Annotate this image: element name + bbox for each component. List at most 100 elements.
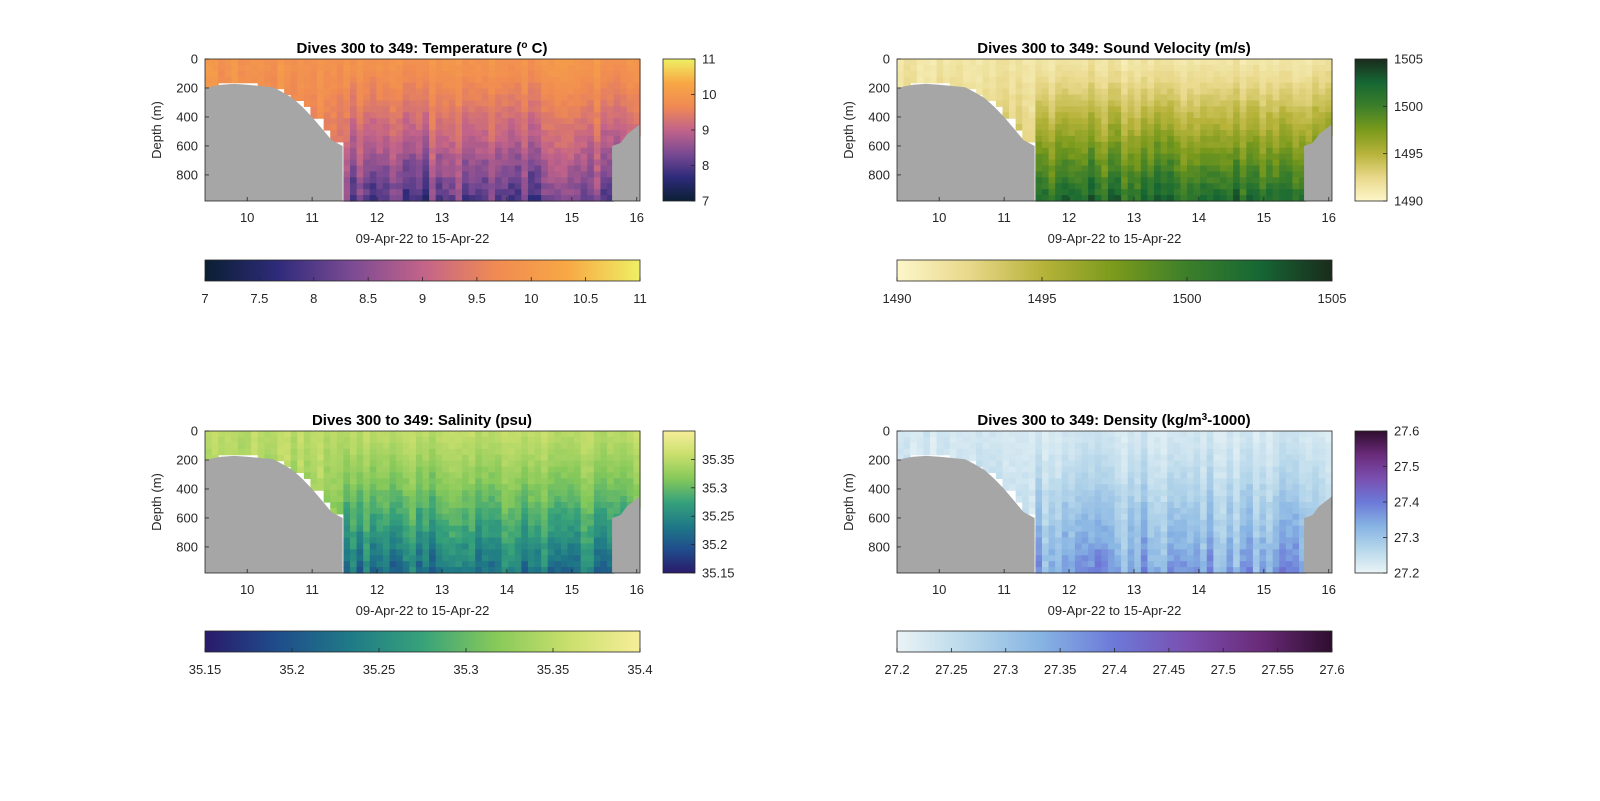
field-cell: [560, 165, 569, 173]
field-cell: [336, 135, 345, 143]
field-cell: [462, 112, 470, 119]
field-cell: [521, 147, 529, 155]
field-cell: [1055, 195, 1063, 202]
field-cell: [317, 478, 325, 485]
field-cell: [475, 555, 483, 562]
field-cell: [1068, 484, 1076, 491]
field-cell: [435, 478, 443, 485]
field-cell: [481, 171, 490, 178]
field-cell: [396, 94, 404, 102]
field-cell: [1094, 153, 1102, 161]
field-cell: [402, 94, 410, 102]
field-cell: [1035, 561, 1043, 568]
field-cell: [1154, 141, 1162, 149]
colorbar-tick-label: 27.35: [1044, 662, 1077, 677]
field-cell: [396, 561, 404, 568]
field-cell: [1002, 59, 1010, 66]
field-cell: [415, 165, 424, 173]
field-cell: [1094, 130, 1102, 137]
field-cell: [1061, 159, 1069, 167]
field-cell: [1206, 537, 1214, 545]
field-cell: [1239, 478, 1247, 485]
field-cell: [1101, 490, 1109, 497]
field-cell: [462, 171, 470, 178]
field-cell: [527, 472, 536, 479]
field-cell: [1022, 431, 1030, 438]
field-cell: [620, 130, 628, 137]
field-cell: [1173, 147, 1182, 155]
field-cell: [402, 177, 410, 184]
field-cell: [1213, 454, 1221, 462]
field-cell: [218, 70, 226, 78]
field-cell: [303, 59, 312, 66]
field-cell: [1180, 549, 1188, 556]
field-cell: [442, 442, 450, 450]
field-cell: [1061, 513, 1069, 521]
field-cell: [554, 159, 562, 167]
field-cell: [1233, 454, 1241, 462]
field-cell: [1167, 490, 1175, 497]
field-cell: [323, 472, 331, 479]
field-cell: [1180, 82, 1188, 90]
field-cell: [1233, 484, 1241, 491]
field-cell: [587, 153, 595, 161]
field-cell: [521, 171, 529, 178]
field-cell: [1074, 442, 1083, 450]
field-cell: [462, 177, 470, 184]
field-cell: [1121, 531, 1129, 539]
field-cell: [541, 165, 549, 173]
field-cell: [593, 183, 602, 190]
field-cell: [211, 442, 219, 450]
field-cell: [1074, 537, 1083, 545]
field-cell: [1318, 70, 1327, 78]
field-cell: [508, 64, 516, 72]
field-cell: [363, 490, 371, 497]
field-cell: [343, 165, 351, 173]
field-cell: [468, 70, 476, 78]
field-cell: [1325, 448, 1333, 456]
field-cell: [1121, 165, 1129, 173]
field-cell: [508, 106, 516, 113]
field-cell: [462, 496, 470, 503]
field-cell: [982, 70, 990, 78]
colorbar-tick-label: 27.3: [993, 662, 1018, 677]
field-cell: [237, 76, 246, 84]
field-cell: [429, 442, 437, 450]
field-cell: [613, 502, 621, 509]
field-cell: [1233, 448, 1241, 456]
field-cell: [468, 112, 476, 119]
field-cell: [1134, 531, 1142, 539]
field-cell: [389, 519, 397, 527]
field-cell: [323, 59, 331, 66]
field-cell: [356, 531, 364, 539]
field-cell: [1101, 466, 1109, 474]
field-cell: [1101, 130, 1109, 137]
field-cell: [317, 64, 325, 72]
field-cell: [607, 513, 615, 521]
field-cell: [1035, 454, 1043, 462]
field-cell: [1121, 537, 1129, 545]
field-cell: [534, 543, 542, 550]
field-cell: [1088, 567, 1096, 574]
field-cell: [1074, 147, 1083, 155]
field-cell: [1272, 171, 1280, 178]
field-cell: [969, 76, 977, 84]
field-cell: [1239, 159, 1247, 167]
field-cell: [521, 537, 529, 545]
field-cell: [1299, 460, 1307, 468]
seabed-right: [1304, 496, 1332, 573]
field-cell: [455, 64, 463, 72]
field-cell: [376, 177, 384, 184]
field-cell: [402, 189, 410, 196]
field-cell: [475, 177, 483, 184]
x-tick-label: 10: [932, 210, 946, 225]
field-cell: [949, 76, 957, 84]
field-cell: [363, 561, 371, 568]
field-cell: [1180, 454, 1188, 462]
field-cell: [1193, 141, 1201, 149]
field-cell: [1325, 454, 1333, 462]
field-cell: [468, 94, 476, 102]
field-cell: [251, 431, 259, 438]
field-cell: [1081, 183, 1089, 190]
field-cell: [1312, 118, 1320, 125]
